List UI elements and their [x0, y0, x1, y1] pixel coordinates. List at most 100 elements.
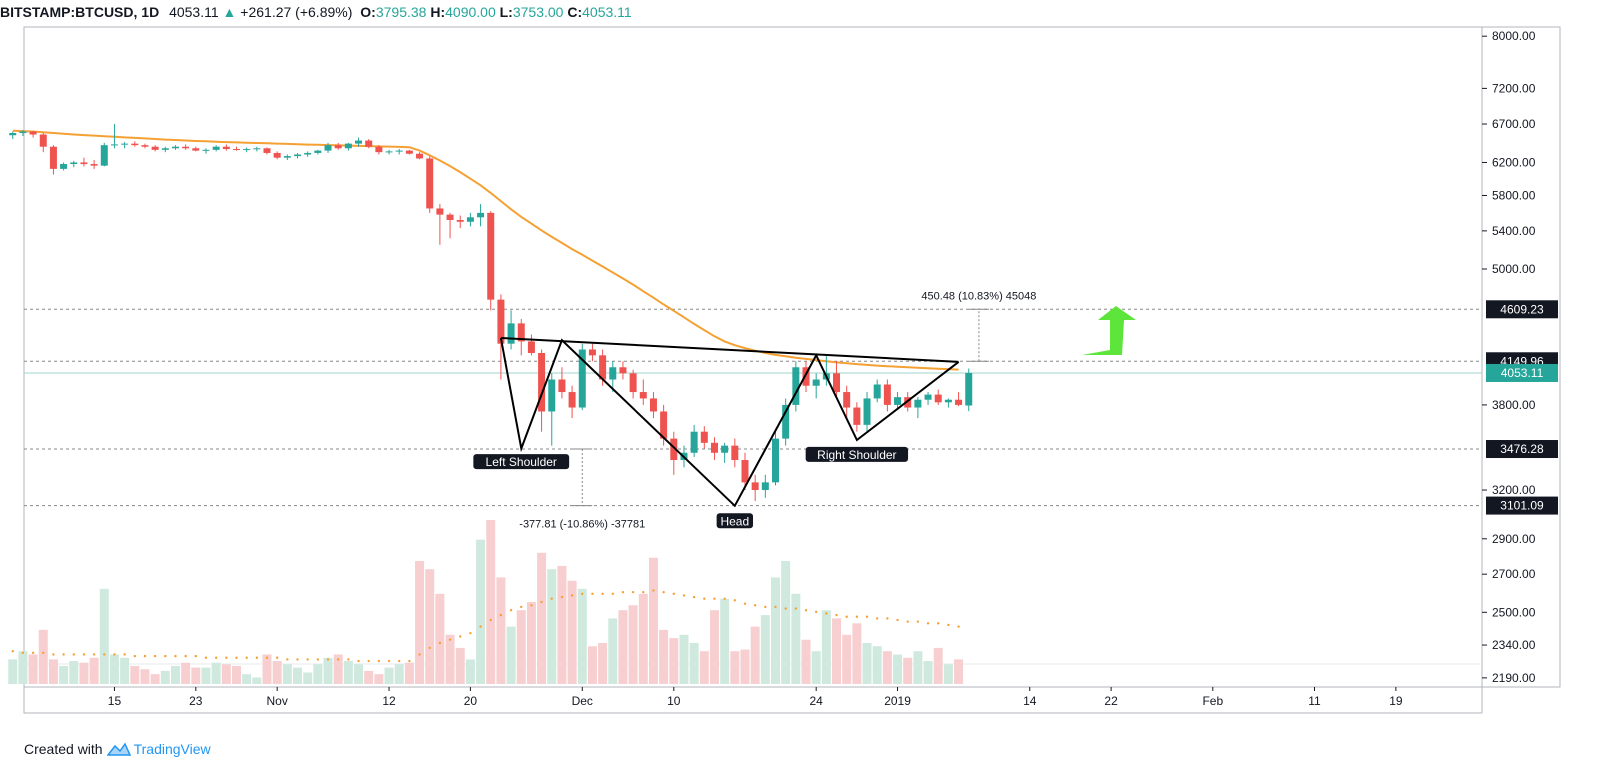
- candle-body: [324, 145, 332, 151]
- volume-ma-dot: [876, 617, 879, 620]
- candle-body: [182, 146, 190, 149]
- candle-body: [619, 367, 627, 374]
- time-tick-label: 11: [1308, 694, 1321, 708]
- candle-body: [426, 158, 434, 209]
- measure-label: -377.81 (-10.86%) -37781: [519, 519, 645, 531]
- volume-ma-dot: [509, 609, 513, 612]
- open-label: O:: [360, 4, 376, 20]
- volume-ma-dot: [418, 653, 421, 656]
- time-tick-label: 20: [464, 694, 478, 708]
- volume-ma-dot: [387, 659, 391, 663]
- volume-ma-dot: [957, 625, 960, 628]
- time-axis[interactable]: 15 23 Nov 12 20 Dec 10 24 2019 14 22 Feb 11 19: [108, 687, 1403, 708]
- volume-ma-dot: [316, 658, 320, 661]
- volume-bar: [842, 634, 852, 684]
- candles[interactable]: [9, 124, 973, 501]
- candle-body: [548, 379, 556, 412]
- measure-tools[interactable]: -377.81 (-10.86%) -37781 450.48 (10.83%) …: [519, 290, 1036, 530]
- candle-body: [955, 399, 963, 405]
- pattern-label-text: Head: [720, 514, 749, 528]
- volume-bar: [303, 672, 313, 684]
- volume-ma-dot: [703, 597, 706, 600]
- high-label: H:: [430, 4, 446, 20]
- volume-bar: [893, 654, 903, 684]
- volume-bar: [242, 674, 252, 684]
- candle-body: [883, 384, 891, 405]
- volume-bar: [415, 561, 425, 684]
- volume-ma-dot: [184, 654, 187, 658]
- pattern-label: Head: [716, 513, 754, 529]
- volume-bar: [221, 664, 231, 684]
- price-tick-label: 3800.00: [1492, 398, 1536, 412]
- candle-body: [375, 146, 383, 153]
- pattern-zigzag: [499, 337, 960, 508]
- volume-bar: [354, 664, 364, 684]
- volume-ma-dot: [214, 656, 218, 659]
- volume-bar: [557, 565, 567, 684]
- volume-bar: [669, 638, 679, 684]
- volume-ma-dot: [448, 638, 452, 641]
- volume-bar: [730, 651, 740, 684]
- volume-ma-dot: [611, 592, 614, 595]
- price-axis[interactable]: 8000.00 7200.00 6700.00 6200.00 5800.00 5400.…: [1482, 29, 1558, 685]
- volume-ma-dot: [682, 594, 686, 597]
- volume-bar: [791, 593, 801, 684]
- time-tick-label: 14: [1023, 694, 1037, 708]
- candle-body: [588, 349, 596, 356]
- volume-ma-dot: [814, 610, 818, 614]
- volume-ma-dot: [530, 604, 533, 607]
- volume-bar: [954, 659, 964, 684]
- candle-body: [273, 152, 281, 158]
- candle-body: [710, 442, 718, 453]
- volume-bar: [709, 610, 719, 684]
- price-tick-label: 5000.00: [1492, 262, 1536, 276]
- candle-body: [466, 217, 474, 222]
- volume-bar: [465, 659, 475, 684]
- change-value: +261.27 (+6.89%): [240, 4, 353, 20]
- symbol-label[interactable]: BITSTAMP:BTCUSD, 1D: [0, 4, 160, 20]
- volume-ma-dot: [825, 612, 828, 615]
- volume-ma-dot: [459, 635, 462, 638]
- volume-bar: [537, 552, 547, 684]
- volume-bar: [252, 677, 262, 684]
- candle-body: [853, 407, 861, 425]
- volume-bar: [648, 557, 658, 684]
- head-and-shoulders-pattern[interactable]: Left Shoulder Head Right Shoulder: [473, 336, 960, 529]
- volume-ma-dot: [540, 600, 543, 604]
- tradingview-link[interactable]: TradingView: [106, 741, 211, 757]
- candle-body: [29, 131, 37, 135]
- volume-bar: [455, 647, 465, 684]
- time-tick-label: 2019: [884, 694, 911, 708]
- volume-ma-dot: [143, 654, 147, 658]
- volume-ma-dot: [723, 597, 726, 600]
- last-price-tag: [1486, 363, 1558, 382]
- candle-body: [80, 162, 88, 165]
- candle-body: [772, 438, 779, 483]
- candle-body: [446, 214, 454, 220]
- volume-ma-dot: [275, 656, 279, 659]
- volume-bar: [79, 662, 89, 684]
- volume-ma-dot: [672, 592, 675, 595]
- volume-bar: [394, 664, 404, 684]
- volume-ma-dot: [265, 656, 269, 659]
- volume-ma-dot: [469, 631, 472, 635]
- volume-bar: [384, 667, 394, 684]
- volume-bar: [160, 670, 170, 684]
- volume-ma-dot: [937, 622, 940, 625]
- volume-ma-dot: [428, 646, 431, 650]
- volume-bar: [476, 539, 486, 684]
- volume-ma-dot: [845, 615, 848, 618]
- time-tick-label: 15: [108, 694, 122, 708]
- price-tick-label: 2190.00: [1492, 671, 1536, 685]
- volume-bar: [343, 661, 353, 684]
- volume-bar: [120, 657, 130, 684]
- volume-bar: [618, 610, 628, 684]
- volume-ma-dot: [113, 653, 116, 656]
- volume-ma-dot: [92, 653, 96, 656]
- volume-bar: [313, 664, 323, 684]
- candle-body: [171, 146, 179, 149]
- pattern-label: Right Shoulder: [805, 446, 909, 462]
- volume-ma-dot: [286, 658, 289, 661]
- volume-bar: [750, 626, 760, 684]
